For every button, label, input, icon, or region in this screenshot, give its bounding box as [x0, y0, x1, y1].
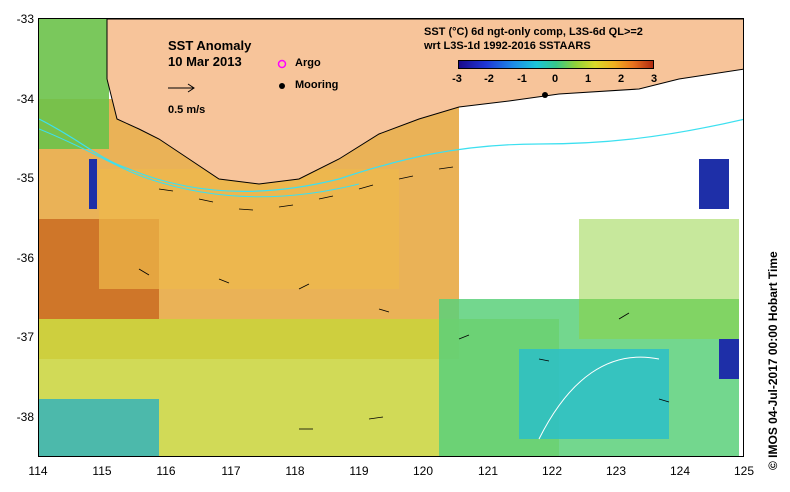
velocity-arrows: [138, 166, 670, 430]
x-tick-label: 115: [92, 464, 112, 478]
x-tick-label: 121: [477, 464, 499, 478]
x-tick-label: 122: [541, 464, 563, 478]
argo-label: Argo: [295, 57, 321, 69]
colorbar-tick: -2: [484, 73, 494, 85]
product-line-2: wrt L3S-1d 1992-2016 SSTAARS: [424, 40, 591, 52]
x-tick-label: 124: [669, 464, 691, 478]
x-tick-label: 114: [28, 464, 48, 478]
x-tick-label: 119: [349, 464, 369, 478]
colorbar: [458, 60, 654, 69]
colorbar-tick: 2: [617, 73, 625, 85]
mooring-icon: [279, 83, 285, 89]
scale-arrow-icon: [168, 83, 195, 93]
x-tick-label: 118: [285, 464, 305, 478]
x-tick-label: 120: [412, 464, 434, 478]
x-tick-label: 123: [605, 464, 627, 478]
scale-label: 0.5 m/s: [168, 104, 206, 116]
colorbar-tick: -3: [452, 73, 462, 85]
mooring-marker: [542, 92, 548, 98]
map-title: SST Anomaly: [168, 38, 252, 53]
colorbar-tick: 0: [551, 73, 559, 85]
map-date: 10 Mar 2013: [168, 54, 242, 69]
colorbar-tick: 1: [584, 73, 592, 85]
x-tick-label: 117: [221, 464, 241, 478]
y-tick-label: -37: [16, 330, 34, 344]
colorbar-tick: -1: [517, 73, 527, 85]
x-tick-label: 125: [733, 464, 755, 478]
y-tick-label: -36: [16, 251, 34, 265]
x-tick-label: 116: [156, 464, 176, 478]
map-panel: [38, 18, 744, 457]
y-tick-label: -38: [16, 410, 34, 424]
sst-map: [39, 19, 743, 456]
argo-icon: [277, 59, 287, 69]
y-tick-label: -33: [16, 12, 34, 26]
y-tick-label: -35: [16, 171, 34, 185]
product-line-1: SST (°C) 6d ngt-only comp, L3S-6d QL>=2: [424, 26, 643, 38]
colorbar-tick: 3: [650, 73, 658, 85]
sst-anomaly-field: [39, 19, 743, 456]
current-contour: [39, 118, 743, 192]
mooring-label: Mooring: [295, 79, 339, 91]
y-tick-label: -34: [16, 92, 34, 106]
credit-label: © IMOS 04-Jul-2017 00:00 Hobart Time: [766, 251, 780, 470]
